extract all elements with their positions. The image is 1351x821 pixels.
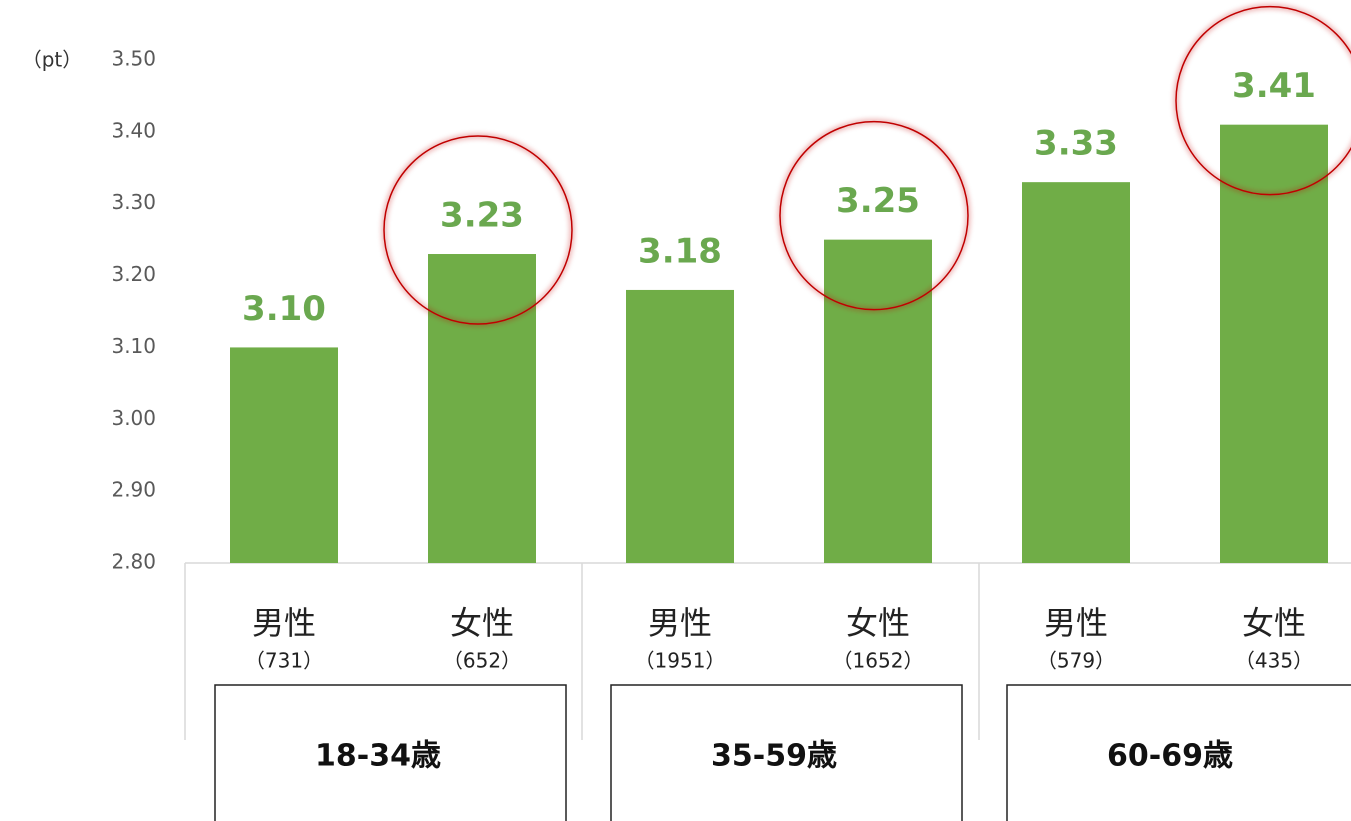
y-tick-label: 3.00 [111, 406, 156, 430]
x-tick-label: 男性 [252, 604, 316, 642]
x-tick-label: 女性 [846, 604, 910, 642]
y-tick-label: 3.10 [111, 334, 156, 358]
group-label: 60-69歳 [1107, 739, 1233, 774]
x-tick-label: 男性 [648, 604, 712, 642]
sample-size: （1652） [833, 649, 924, 673]
bar [428, 254, 536, 563]
bar [626, 289, 734, 563]
x-tick-label: 男性 [1044, 604, 1108, 642]
sample-size: （579） [1037, 649, 1115, 673]
value-label: 3.18 [638, 231, 722, 271]
value-label: 3.25 [836, 181, 920, 221]
y-tick-label: 3.30 [111, 190, 156, 214]
group-label: 35-59歳 [711, 739, 837, 774]
y-tick-label: 2.80 [111, 550, 156, 574]
y-tick-label: 2.90 [111, 478, 156, 502]
bar [230, 347, 338, 563]
value-label: 3.23 [440, 196, 524, 236]
bar [824, 239, 932, 563]
y-tick-label: 3.20 [111, 262, 156, 286]
group-box [610, 684, 963, 821]
value-label: 3.10 [242, 289, 326, 329]
sample-size: （652） [443, 649, 521, 673]
value-label: 3.41 [1232, 66, 1316, 106]
bar [1022, 182, 1130, 563]
y-axis-label: （pt） [22, 48, 83, 72]
y-tick-label: 3.50 [111, 47, 156, 71]
group-label: 18-34歳 [315, 739, 441, 774]
bar [1220, 124, 1328, 564]
x-tick-label: 女性 [1242, 604, 1306, 642]
highlight-circle [1175, 5, 1351, 196]
y-tick-label: 3.40 [111, 118, 156, 142]
highlight-circle [383, 135, 573, 325]
group-box [214, 684, 567, 821]
sample-size: （731） [245, 649, 323, 673]
highlight-circle [779, 120, 969, 311]
x-tick-label: 女性 [450, 604, 514, 642]
sample-size: （1951） [635, 649, 726, 673]
sample-size: （435） [1235, 649, 1313, 673]
value-label: 3.33 [1034, 124, 1118, 164]
group-box [1006, 684, 1351, 821]
